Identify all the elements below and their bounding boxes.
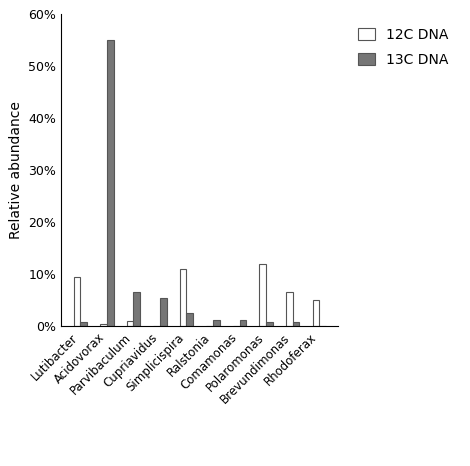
Bar: [74, 277, 80, 326]
Bar: [293, 322, 299, 326]
Bar: [107, 40, 114, 326]
Bar: [133, 292, 140, 326]
Bar: [286, 292, 293, 326]
Legend: 12C DNA, 13C DNA: 12C DNA, 13C DNA: [351, 21, 455, 74]
Y-axis label: Relative abundance: Relative abundance: [8, 101, 23, 239]
Bar: [100, 323, 107, 326]
Bar: [80, 322, 87, 326]
Bar: [259, 264, 266, 326]
Bar: [213, 320, 219, 326]
Bar: [160, 298, 166, 326]
Bar: [180, 269, 187, 326]
Bar: [266, 322, 273, 326]
Bar: [187, 313, 193, 326]
Bar: [127, 321, 133, 326]
Bar: [313, 300, 319, 326]
Bar: [240, 320, 246, 326]
